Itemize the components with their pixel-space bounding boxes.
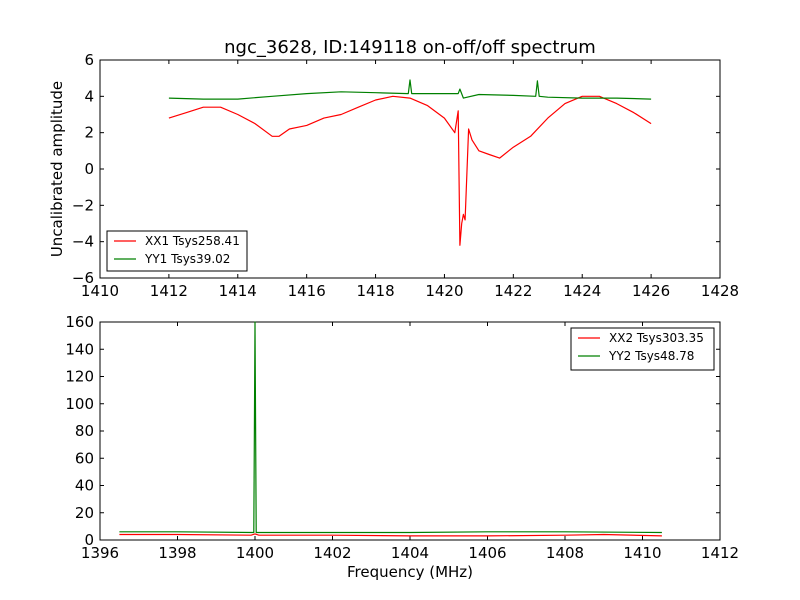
y-tick-label: 140	[65, 340, 94, 358]
legend: XX2 Tsys303.35 YY2 Tsys48.78	[570, 327, 715, 371]
x-tick-label: 1428	[701, 282, 739, 300]
x-tick-label: 1416	[288, 282, 326, 300]
series-lines	[168, 79, 652, 246]
y-tick-label: −6	[72, 269, 94, 287]
x-tick-label: 1400	[236, 544, 274, 562]
y-tick-label: 20	[75, 504, 94, 522]
series-line-1	[119, 533, 662, 537]
y-tick-label: 6	[84, 51, 94, 69]
y-tick-label: 120	[65, 368, 94, 386]
x-tick-label: 1408	[546, 544, 584, 562]
y-tick-label: 0	[84, 160, 94, 178]
x-tick-label: 1418	[356, 282, 394, 300]
series-line-1	[168, 95, 652, 246]
legend: XX1 Tsys258.41 YY1 Tsys39.02	[106, 230, 248, 272]
y-tick-label: 80	[75, 422, 94, 440]
y-tick-label: 4	[84, 87, 94, 105]
legend-entry: XX1 Tsys258.41	[145, 234, 240, 248]
series-line-2	[168, 79, 652, 100]
y-tick-label: 2	[84, 124, 94, 142]
y-tick-label: 160	[65, 313, 94, 331]
legend-entry: XX2 Tsys303.35	[609, 331, 704, 345]
x-tick-label: 1426	[632, 282, 670, 300]
x-tick-label: 1398	[158, 544, 196, 562]
series-line-2	[119, 321, 662, 534]
y-tick-label: 0	[84, 531, 94, 549]
y-axis-label: Uncalibrated amplitude	[48, 81, 66, 257]
y-tick-label: 40	[75, 477, 94, 495]
legend-box	[106, 230, 248, 272]
x-tick-label: 1412	[150, 282, 188, 300]
y-tick-label: −4	[72, 233, 94, 251]
x-tick-label: 1424	[563, 282, 601, 300]
y-tick-label: 60	[75, 449, 94, 467]
x-tick-label: 1420	[425, 282, 463, 300]
series-lines	[119, 321, 662, 537]
x-axis-label: Frequency (MHz)	[347, 563, 473, 581]
legend-entry: YY2 Tsys48.78	[608, 349, 694, 363]
chart-title: ngc_3628, ID:149118 on-off/off spectrum	[224, 37, 596, 58]
x-tick-label: 1404	[391, 544, 429, 562]
x-tick-label: 1410	[81, 282, 119, 300]
legend-box	[570, 327, 715, 371]
x-tick-label: 1402	[313, 544, 351, 562]
x-tick-label: 1410	[623, 544, 661, 562]
axis-ticks: 1410 1412 1414 1416 1418 1420 1422 1424 1426 1428…	[72, 51, 739, 300]
spectrum-panel-top: ngc_3628, ID:149118 on-off/off spectrum …	[48, 37, 739, 300]
x-tick-label: 1406	[468, 544, 506, 562]
x-tick-label: 1422	[494, 282, 532, 300]
axis-ticks: 1396 1398 1400 1402 1404 1406 1408 1410 1412 0 20 4…	[65, 313, 739, 562]
spectrum-panel-bottom: Frequency (MHz) 1396 1398 1400 1402 1404 1406…	[65, 313, 739, 581]
y-tick-label: −2	[72, 196, 94, 214]
y-tick-label: 100	[65, 395, 94, 413]
legend-entry: YY1 Tsys39.02	[144, 252, 230, 266]
x-tick-label: 1414	[219, 282, 257, 300]
x-tick-label: 1396	[81, 544, 119, 562]
x-tick-label: 1412	[701, 544, 739, 562]
